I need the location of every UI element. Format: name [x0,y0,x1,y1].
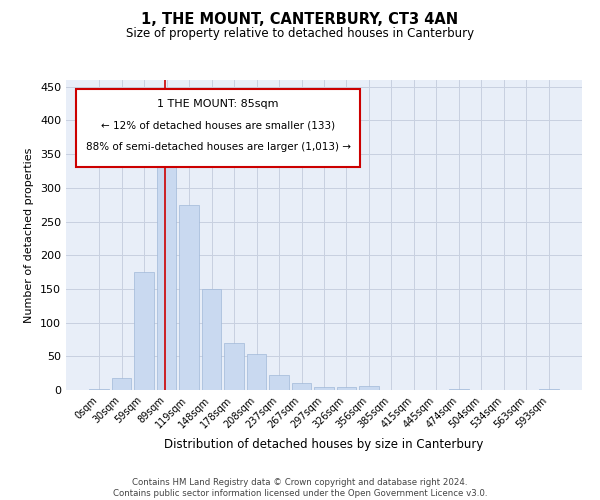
Bar [224,343,244,390]
Bar [202,289,221,390]
Text: 88% of semi-detached houses are larger (1,013) →: 88% of semi-detached houses are larger (… [86,142,351,152]
Text: ← 12% of detached houses are smaller (133): ← 12% of detached houses are smaller (13… [101,120,335,130]
Y-axis label: Number of detached properties: Number of detached properties [25,148,34,322]
Text: 1, THE MOUNT, CANTERBURY, CT3 4AN: 1, THE MOUNT, CANTERBURY, CT3 4AN [142,12,458,28]
Text: Contains HM Land Registry data © Crown copyright and database right 2024.
Contai: Contains HM Land Registry data © Crown c… [113,478,487,498]
Bar [359,386,379,390]
Bar [179,204,199,390]
X-axis label: Distribution of detached houses by size in Canterbury: Distribution of detached houses by size … [164,438,484,451]
Bar [247,354,266,390]
Bar [269,374,289,390]
Bar [314,386,334,390]
Bar [134,272,154,390]
Bar [112,378,131,390]
FancyBboxPatch shape [76,90,360,167]
Text: Size of property relative to detached houses in Canterbury: Size of property relative to detached ho… [126,28,474,40]
Bar [157,144,176,390]
Text: 1 THE MOUNT: 85sqm: 1 THE MOUNT: 85sqm [157,98,279,108]
Bar [337,386,356,390]
Bar [292,384,311,390]
